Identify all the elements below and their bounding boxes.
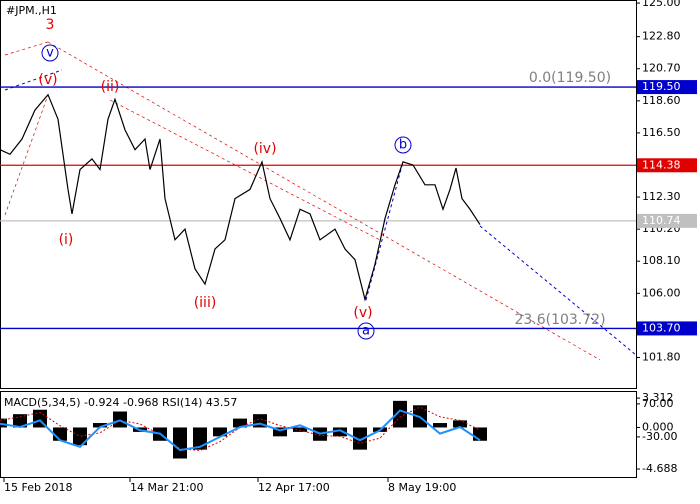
wave-circle [394,136,412,154]
macd-bar [433,423,447,428]
y-tick-label: 122.80 [642,30,681,43]
wave-circle [357,322,375,340]
level-label: 119.50 [642,80,681,93]
y-tick-label: 0.000 [642,420,674,433]
y-tick-label: 70.00 [642,397,674,410]
macd-bar [233,418,247,428]
macd-bar [273,427,287,437]
wave-label: b [399,138,407,153]
wave-label: v [46,46,54,61]
level-label: 110.74 [642,214,681,227]
macd-bar [73,427,87,446]
y-tick-label: 108.10 [642,254,681,267]
x-tick-label: 8 May 19:00 [388,481,456,494]
macd-bar [0,418,7,428]
wave-label: (iv) [253,141,276,157]
macd-bar [173,427,187,459]
macd-bar [353,427,367,450]
wave-label: a [362,324,370,339]
macd-bar [453,420,467,428]
wave-label: (v) [38,72,57,88]
level-box [637,158,697,173]
y-tick-label: 120.70 [642,62,681,75]
level-label: 103.70 [642,321,681,334]
chart-title: #JPM.,H1 [6,4,57,17]
level-box [637,80,697,95]
x-tick-label: 12 Apr 17:00 [258,481,330,494]
macd-bar [393,400,407,428]
wave-label: (v) [353,305,372,321]
y-tick-label: 118.60 [642,94,681,107]
channel-line [47,41,601,361]
projection-line [479,225,637,356]
indicator-title: MACD(5,34,5) -0.924 -0.968 RSI(14) 43.57 [4,396,237,409]
y-tick-label: 125.00 [642,0,681,9]
wave-label: (iii) [194,295,217,311]
channel-line [109,99,381,241]
channel-line [4,41,49,56]
rsi-line [0,409,481,452]
wave-label: (ii) [101,79,120,95]
x-tick-label: 14 Mar 21:00 [130,481,203,494]
macd-bar [213,427,227,437]
wave-circle [41,44,59,62]
y-tick-label: -30.00 [642,430,677,443]
y-tick-label: 101.80 [642,350,681,363]
macd-bar [473,427,487,441]
level-box [637,213,697,228]
y-tick-label: 106.00 [642,286,681,299]
y-tick-label: 3.312 [642,391,674,404]
main-panel [0,0,637,389]
trend-line [4,69,63,91]
macd-bar [333,427,347,437]
level-label: 114.38 [642,158,681,171]
y-tick-label: 112.30 [642,190,681,203]
y-tick-label: 116.50 [642,126,681,139]
macd-bar [93,423,107,428]
wave-label: (i) [59,232,74,248]
level-box [637,321,697,336]
y-tick-label: -4.688 [642,462,677,475]
price-line [0,93,481,302]
x-tick-label: 15 Feb 2018 [4,481,72,494]
wave-label: 0.0(119.50) [529,70,611,86]
wave-label: 3 [46,17,55,33]
wave-label: 23.6(103.72) [514,312,605,328]
